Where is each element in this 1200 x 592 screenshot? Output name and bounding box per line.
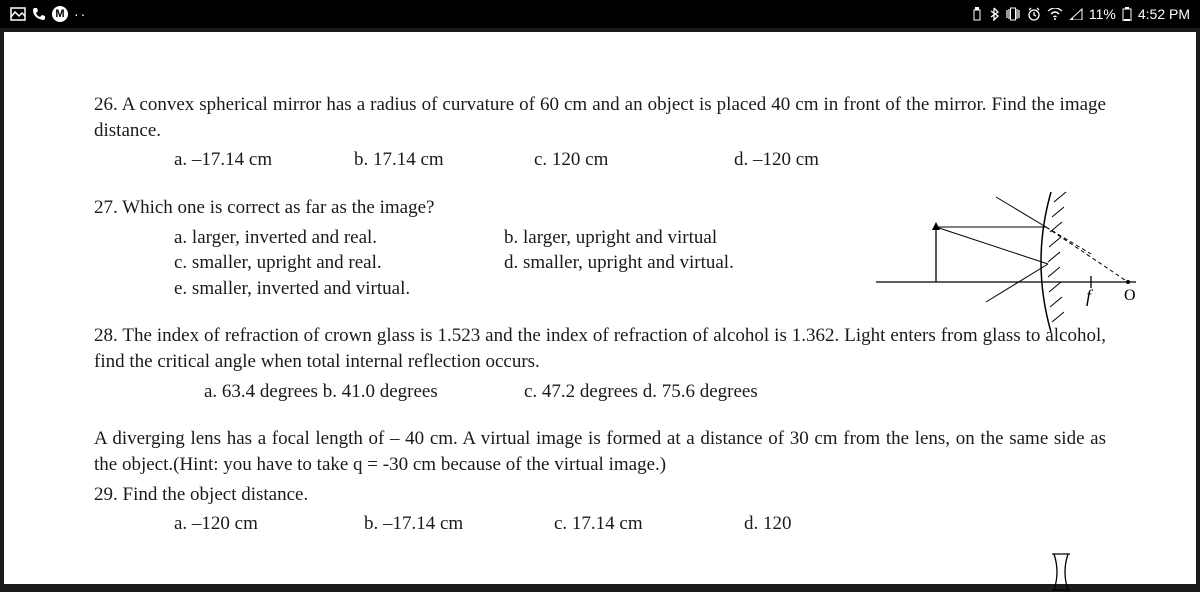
q29-choice-d: d. 120: [744, 511, 792, 533]
q27-choice-a: a. larger, inverted and real.: [174, 225, 504, 251]
wifi-icon: [1047, 8, 1063, 20]
q26-text: 26. A convex spherical mirror has a radi…: [94, 92, 1106, 143]
q29-choice-c: c. 17.14 cm: [554, 511, 744, 533]
question-29: A diverging lens has a focal length of –…: [94, 426, 1106, 533]
status-right: 11% 4:52 PM: [971, 6, 1190, 22]
q29-choice-a: a. –120 cm: [174, 511, 364, 533]
q26-choices: a. –17.14 cm b. 17.14 cm c. 120 cm d. –1…: [94, 147, 1106, 173]
q28-choices: a. 63.4 degrees b. 41.0 degrees c. 47.2 …: [94, 379, 1106, 405]
q27-choice-b: b. larger, upright and virtual: [504, 225, 834, 251]
mirror-ray-diagram: f O: [876, 172, 1136, 342]
alarm-icon: [1027, 7, 1041, 21]
more-dots-icon: ··: [74, 6, 87, 22]
q27-choice-d: d. smaller, upright and virtual.: [504, 250, 834, 276]
q27-choice-c: c. smaller, upright and real.: [174, 250, 504, 276]
phone-app-icon: [32, 7, 46, 21]
q26-choice-b: b. 17.14 cm: [354, 147, 534, 173]
clock-time: 4:52 PM: [1138, 6, 1190, 22]
q29-intro: A diverging lens has a focal length of –…: [94, 426, 1106, 477]
battery-icon: [1122, 7, 1132, 21]
battery-percent: 11%: [1089, 6, 1116, 22]
q27-choice-e: e. smaller, inverted and virtual.: [174, 276, 504, 302]
q28-choice-cd: c. 47.2 degrees d. 75.6 degrees: [524, 379, 824, 405]
document-page: 26. A convex spherical mirror has a radi…: [4, 32, 1196, 584]
q28-choice-ab: a. 63.4 degrees b. 41.0 degrees: [204, 379, 524, 405]
usb-icon: [971, 7, 983, 21]
q26-choice-c: c. 120 cm: [534, 147, 734, 173]
image-app-icon: [10, 7, 26, 21]
q29-choice-b: b. –17.14 cm: [364, 511, 554, 533]
q26-choice-d: d. –120 cm: [734, 147, 894, 173]
q29-choices: a. –120 cm b. –17.14 cm c. 17.14 cm d. 1…: [94, 511, 1106, 533]
m-app-icon: M: [52, 6, 68, 22]
android-status-bar: M ·· 11% 4:52 PM: [0, 0, 1200, 28]
signal-icon: [1069, 8, 1083, 20]
status-left: M ··: [10, 6, 87, 22]
q26-choice-a: a. –17.14 cm: [174, 147, 354, 173]
q29-text: 29. Find the object distance.: [94, 482, 1106, 508]
diverging-lens-icon: [1046, 552, 1076, 592]
diagram-o-label: O: [1124, 287, 1136, 304]
bluetooth-icon: [989, 7, 999, 21]
question-26: 26. A convex spherical mirror has a radi…: [94, 92, 1106, 173]
diagram-f-label: f: [1086, 286, 1094, 306]
vibrate-icon: [1005, 7, 1021, 21]
